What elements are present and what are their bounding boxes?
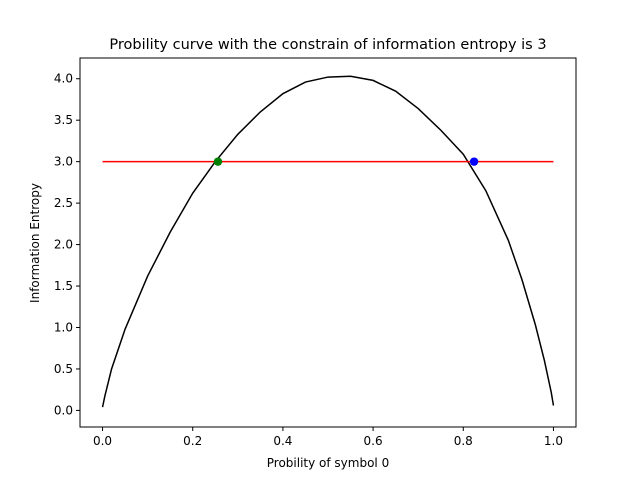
y-tick-label: 1.5 <box>54 279 73 293</box>
intersection-point-0 <box>213 157 223 166</box>
y-tick-label: 2.0 <box>54 238 73 252</box>
x-tick-label: 0.4 <box>273 434 292 448</box>
y-axis: 0.0 0.5 1.0 1.5 2.0 2.5 3.0 3.5 4.0 <box>54 72 80 417</box>
x-tick-label: 0.8 <box>454 434 473 448</box>
x-tick-label: 0.0 <box>93 434 112 448</box>
y-tick-label: 4.0 <box>54 72 73 86</box>
plot-area <box>101 75 555 408</box>
chart-title: Probility curve with the constrain of in… <box>109 37 546 53</box>
intersection-point-1 <box>469 157 479 166</box>
y-tick-label: 0.5 <box>54 362 73 376</box>
y-tick-label: 0.0 <box>54 403 73 417</box>
y-tick-label: 3.5 <box>54 113 73 127</box>
x-tick-label: 1.0 <box>544 434 563 448</box>
x-tick-label: 0.2 <box>183 434 202 448</box>
y-axis-label: Information Entropy <box>28 183 42 303</box>
plot-frame <box>79 57 577 428</box>
y-tick-label: 3.0 <box>54 155 73 169</box>
series-line-0 <box>101 75 555 408</box>
x-tick-label: 0.6 <box>364 434 383 448</box>
x-axis-label: Probility of symbol 0 <box>267 456 389 470</box>
x-axis: 0.0 0.2 0.4 0.6 0.8 1.0 <box>93 427 563 448</box>
y-tick-label: 2.5 <box>54 196 73 210</box>
y-tick-label: 1.0 <box>54 320 73 334</box>
